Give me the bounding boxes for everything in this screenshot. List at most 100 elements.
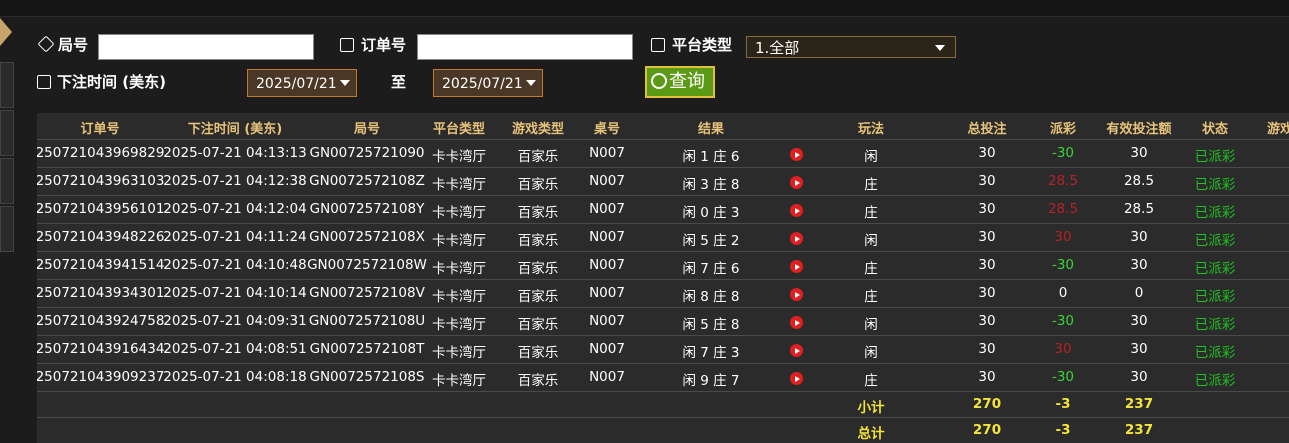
replay-icon[interactable] [790, 148, 803, 161]
table-cell: 百家乐 [517, 177, 559, 193]
table-cell: 百家乐 [517, 261, 559, 277]
table-cell: N007 [589, 173, 625, 189]
date-from[interactable]: 2025/07/21 [247, 69, 357, 97]
table-cell: 百家乐 [517, 373, 559, 389]
table-cell: 28.5 [1123, 201, 1155, 217]
table-cell: 闲 [864, 317, 878, 333]
replay-icon[interactable] [790, 232, 803, 245]
table-cell: 30 [978, 145, 996, 161]
table-cell: N007 [589, 285, 625, 301]
side-tab[interactable] [0, 206, 14, 252]
platform-icon [651, 38, 665, 52]
table-cell: N007 [589, 341, 625, 357]
table-cell: 250721043969829 [37, 145, 165, 161]
search-icon [651, 73, 667, 89]
table-cell: 30 [978, 173, 996, 189]
table-cell: 30 [978, 341, 996, 357]
table-cell: 已派彩 [1194, 233, 1236, 249]
table-cell: 2025-07-21 04:11:24 [163, 229, 307, 245]
table-cell: GN0072572108Y [309, 201, 425, 217]
date-caret [526, 80, 536, 86]
header-cell: 玩法 [857, 122, 885, 137]
table-cell: 0 [1134, 285, 1144, 301]
round-input[interactable] [98, 34, 314, 60]
table-cell: 百家乐 [517, 149, 559, 165]
bet-table: 订单号 下注时间 (美东) 局号 平台类型 游戏类型 桌号 结果 玩法 总投注 派彩 有效投注额 状态… [37, 113, 1289, 443]
table-cell: 百家乐 [517, 317, 559, 333]
table-cell: 30 [978, 257, 996, 273]
table-cell: -30 [1051, 257, 1075, 273]
header-row: 订单号 下注时间 (美东) 局号 平台类型 游戏类型 桌号 结果 玩法 总投注 派彩 有效投注额 状态… [37, 113, 1289, 140]
date-caret [340, 80, 350, 86]
table-cell: 30 [1130, 313, 1148, 329]
table-cell: N007 [589, 229, 625, 245]
replay-icon[interactable] [790, 288, 803, 301]
subtotal-cell: 小计 [857, 400, 885, 416]
side-tab[interactable] [0, 62, 14, 108]
table-cell: 2025-07-21 04:12:38 [163, 173, 307, 189]
replay-icon[interactable] [790, 344, 803, 357]
table-cell: 百家乐 [517, 233, 559, 249]
table-cell: 闲 1 庄 6 [682, 149, 740, 165]
table-cell: 2025-07-21 04:10:14 [163, 285, 307, 301]
table-cell: 250721043924758 [37, 313, 165, 329]
table-cell: 闲 5 庄 8 [682, 317, 740, 333]
header-cell: 状态 [1201, 122, 1229, 137]
calendar-icon [37, 75, 51, 89]
table-cell: 闲 7 庄 6 [682, 261, 740, 277]
total-cell: 270 [972, 422, 1002, 438]
table-cell: 250721043934301 [37, 285, 165, 301]
table-cell: 卡卡湾厅 [432, 345, 486, 361]
replay-icon[interactable] [790, 176, 803, 189]
table-cell: GN0072572108T [309, 341, 425, 357]
order-label: 订单号 [361, 36, 407, 54]
table-cell: 卡卡湾厅 [432, 233, 486, 249]
table-cell: 百家乐 [517, 205, 559, 221]
table-row[interactable]: 250721043916434 2025-07-21 04:08:51 GN0072… [37, 336, 1289, 364]
table-row[interactable]: 250721043941514 2025-07-21 04:10:48 GN0072… [37, 252, 1289, 280]
query-text: 查询 [669, 71, 705, 92]
table-cell: 30 [978, 369, 996, 385]
table-cell: 闲 [864, 149, 878, 165]
table-cell: -30 [1051, 145, 1075, 161]
table-row[interactable]: 250721043909237 2025-07-21 04:08:18 GN0072… [37, 364, 1289, 392]
table-cell: GN0072572108W [307, 257, 427, 273]
table-cell: 百家乐 [517, 345, 559, 361]
replay-icon[interactable] [790, 372, 803, 385]
table-cell: 闲 [864, 233, 878, 249]
table-cell: 30 [1054, 341, 1072, 357]
table-row[interactable]: 250721043956101 2025-07-21 04:12:04 GN0072… [37, 196, 1289, 224]
platform-label: 平台类型 [672, 36, 733, 54]
table-cell: -30 [1051, 369, 1075, 385]
table-cell: 2025-07-21 04:08:18 [163, 369, 307, 385]
table-cell: 庄 [864, 373, 878, 389]
table-cell: 闲 3 庄 8 [682, 177, 740, 193]
select-caret [935, 45, 945, 51]
side-tab[interactable] [0, 110, 14, 156]
table-cell: 2025-07-21 04:09:31 [163, 313, 307, 329]
table-cell: 2025-07-21 04:10:48 [163, 257, 307, 273]
replay-icon[interactable] [790, 260, 803, 273]
table-cell: 30 [978, 285, 996, 301]
table-cell: 2025-07-21 04:13:13 [163, 145, 307, 161]
table-row[interactable]: 250721043924758 2025-07-21 04:09:31 GN0072… [37, 308, 1289, 336]
table-cell: 30 [1130, 341, 1148, 357]
header-cell: 总投注 [967, 122, 1007, 137]
table-row[interactable]: 250721043948226 2025-07-21 04:11:24 GN0072… [37, 224, 1289, 252]
replay-icon[interactable] [790, 204, 803, 217]
table-cell: 已派彩 [1194, 261, 1236, 277]
table-row[interactable]: 250721043963103 2025-07-21 04:12:38 GN0072… [37, 168, 1289, 196]
date-to[interactable]: 2025/07/21 [433, 69, 543, 97]
replay-icon[interactable] [790, 316, 803, 329]
table-cell: 30 [978, 229, 996, 245]
table-row[interactable]: 250721043934301 2025-07-21 04:10:14 GN0072… [37, 280, 1289, 308]
table-cell: 闲 8 庄 8 [682, 289, 740, 305]
table-cell: 2025-07-21 04:12:04 [163, 201, 307, 217]
header-cell: 结果 [697, 122, 725, 137]
table-cell: 庄 [864, 261, 878, 277]
table-row[interactable]: 250721043969829 2025-07-21 04:13:13 GN0072… [37, 140, 1289, 168]
platform-select[interactable]: 1.全部 [746, 36, 956, 58]
order-input[interactable] [417, 34, 633, 60]
side-tab[interactable] [0, 158, 14, 204]
table-cell: 30 [978, 313, 996, 329]
